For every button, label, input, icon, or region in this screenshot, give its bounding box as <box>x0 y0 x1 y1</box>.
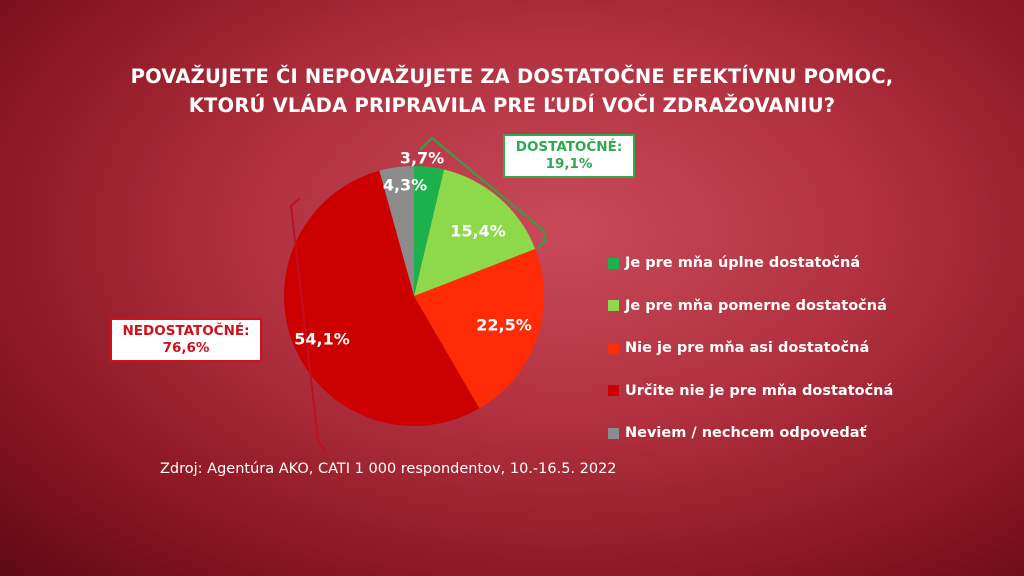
negative-group-label: NEDOSTATOČNÉ: <box>122 323 250 339</box>
legend-swatch <box>608 342 619 354</box>
negative-bracket <box>289 197 327 453</box>
chart-title: POVAŽUJETE ČI NEPOVAŽUJETE ZA DOSTATOČNE… <box>0 62 1024 120</box>
legend-label: Neviem / nechcem odpovedať <box>625 425 867 442</box>
source-note: Zdroj: Agentúra AKO, CATI 1 000 responde… <box>160 461 617 477</box>
title-line-1: POVAŽUJETE ČI NEPOVAŽUJETE ZA DOSTATOČNE… <box>130 65 894 88</box>
legend-item: Určite nie je pre mňa dostatočná <box>608 370 893 413</box>
pie-slice <box>379 166 414 296</box>
legend-swatch <box>608 427 619 439</box>
negative-group-value: 76,6% <box>162 340 210 356</box>
pie-slice <box>414 248 544 409</box>
legend-item: Neviem / nechcem odpovedať <box>608 412 893 455</box>
legend-swatch <box>608 385 619 397</box>
legend-item: Je pre mňa pomerne dostatočná <box>608 285 893 328</box>
legend-item: Nie je pre mňa asi dostatočná <box>608 327 893 370</box>
legend-label: Je pre mňa úplne dostatočná <box>625 255 861 272</box>
legend: Je pre mňa úplne dostatočná Je pre mňa p… <box>608 242 893 455</box>
slice-data-label: 22,5% <box>476 316 532 335</box>
legend-label: Nie je pre mňa asi dostatočná <box>625 340 870 357</box>
positive-group-value: 19,1% <box>545 156 593 172</box>
negative-group-box: NEDOSTATOČNÉ: 76,6% <box>110 318 262 362</box>
pie-slice <box>414 166 444 296</box>
legend-swatch <box>608 257 619 269</box>
positive-group-box: DOSTATOČNÉ: 19,1% <box>503 134 635 178</box>
slice-data-label: 54,1% <box>294 330 350 349</box>
legend-label: Je pre mňa pomerne dostatočná <box>625 297 887 314</box>
positive-group-label: DOSTATOČNÉ: <box>515 139 623 155</box>
slice-data-label: 3,7% <box>400 149 444 168</box>
title-line-2: KTORÚ VLÁDA PRIPRAVILA PRE ĽUDÍ VOČI ZDR… <box>188 94 836 117</box>
legend-label: Určite nie je pre mňa dostatočná <box>625 382 894 399</box>
legend-swatch <box>608 300 619 312</box>
legend-item: Je pre mňa úplne dostatočná <box>608 242 893 285</box>
pie-slice <box>414 169 536 296</box>
slice-data-label: 15,4% <box>450 222 506 241</box>
positive-bracket <box>419 136 548 249</box>
pie-slice <box>283 170 480 427</box>
slice-data-label: 4,3% <box>383 176 427 195</box>
